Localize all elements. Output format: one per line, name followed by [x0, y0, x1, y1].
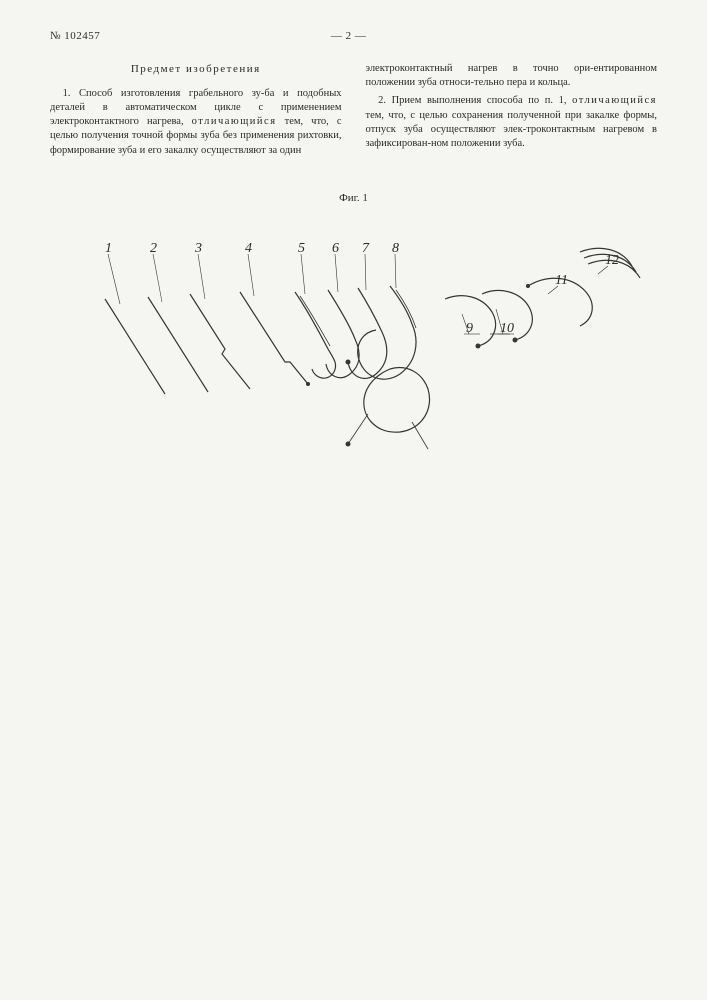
- figure-label-11: 11: [555, 273, 568, 288]
- text-columns: Предмет изобретения 1. Способ изготовлен…: [50, 62, 657, 162]
- figure-label-10: 10: [500, 321, 514, 336]
- figure-label-3: 3: [194, 241, 202, 256]
- section-title: Предмет изобретения: [50, 62, 342, 77]
- claim-2: 2. Прием выполнения способа по п. 1, отл…: [366, 94, 658, 151]
- doc-number: № 102457: [50, 30, 100, 42]
- figure-label-12: 12: [605, 253, 619, 268]
- page-marker: — 2 —: [331, 30, 367, 42]
- header-spacer: [597, 30, 657, 42]
- figure-label-7: 7: [362, 241, 370, 256]
- figure-label-6: 6: [332, 241, 339, 256]
- figure-label-8: 8: [392, 241, 399, 256]
- col-right: электроконтактный нагрев в точно ори-ент…: [366, 62, 658, 162]
- figure-label-9: 9: [466, 321, 473, 336]
- claim-1-part-b: электроконтактный нагрев в точно ори-ент…: [366, 62, 658, 90]
- figure-label-1: 1: [105, 241, 112, 256]
- claim-1-part-a: 1. Способ изготовления грабельного зу-ба…: [50, 87, 342, 158]
- figure-label-2: 2: [150, 241, 157, 256]
- figure-label-4: 4: [245, 241, 252, 256]
- col-left: Предмет изобретения 1. Способ изготовлен…: [50, 62, 342, 162]
- figure-label-5: 5: [298, 241, 305, 256]
- figure-title: Фиг. 1: [50, 192, 657, 204]
- figure-1: 123456789101112: [50, 214, 657, 499]
